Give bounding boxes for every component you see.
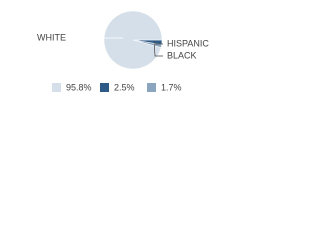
chart: WHITE HISPANIC BLACK 95.8% 2.5% 1.7% — [37, 10, 209, 92]
legend-label: 2.5% — [114, 82, 135, 92]
legend-label: 1.7% — [161, 82, 182, 92]
slice-label: BLACK — [167, 50, 197, 60]
slice-label: WHITE — [37, 32, 66, 42]
legend-swatch — [100, 83, 109, 92]
leader-line — [154, 41, 163, 45]
legend-swatch — [52, 83, 61, 92]
legend-label: 95.8% — [66, 82, 92, 92]
leader-line — [153, 44, 163, 57]
legend-swatch — [147, 83, 156, 92]
slice-label: HISPANIC — [167, 38, 209, 48]
pie-slice — [103, 10, 163, 70]
